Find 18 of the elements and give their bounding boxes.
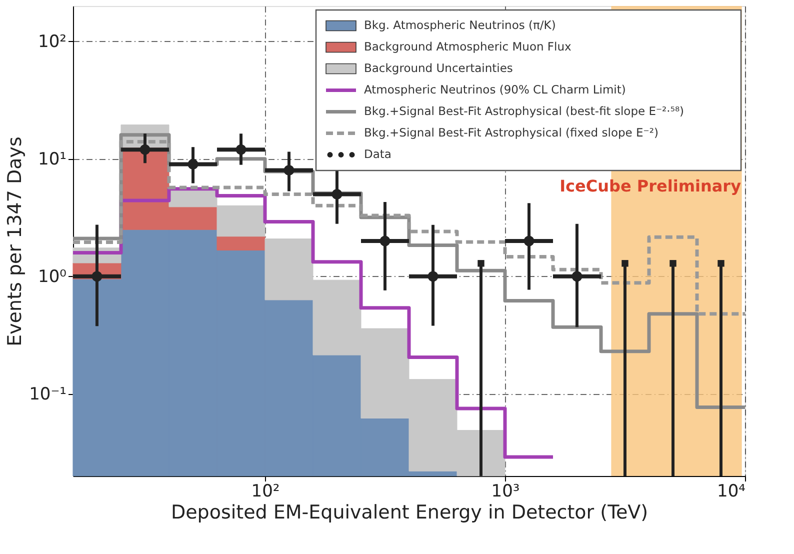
legend-label: Background Atmospheric Muon Flux	[364, 39, 572, 54]
bar	[216, 236, 266, 250]
annotation: IceCube Preliminary	[560, 176, 742, 196]
legend-label: Bkg.+Signal Best-Fit Astrophysical (best-fit slope E⁻²·⁵⁸)	[364, 104, 684, 118]
legend-label: Atmospheric Neutrinos (90% CL Charm Limit)	[364, 82, 626, 96]
legend-label: Bkg. Atmospheric Neutrinos (π/K)	[364, 18, 556, 32]
legend-label: Bkg.+Signal Best-Fit Astrophysical (fixed slope E⁻²)	[364, 125, 658, 140]
y-axis-title: Events per 1347 Days	[4, 136, 26, 346]
y-tick-label: 10²	[38, 32, 66, 52]
x-tick-label: 10³	[491, 482, 520, 502]
y-tick-label: 10⁰	[38, 266, 67, 287]
y-tick-label: 10¹	[38, 149, 66, 170]
legend-label: Data	[364, 146, 392, 161]
x-axis-title: Deposited EM-Equivalent Energy in Detector (TeV)	[170, 502, 648, 524]
y-tick-label: 10⁻¹	[29, 384, 66, 404]
x-tick-label: 10²	[251, 482, 280, 502]
legend-label: Background Uncertainties	[364, 60, 513, 75]
x-tick-label: 10⁴	[717, 482, 746, 502]
